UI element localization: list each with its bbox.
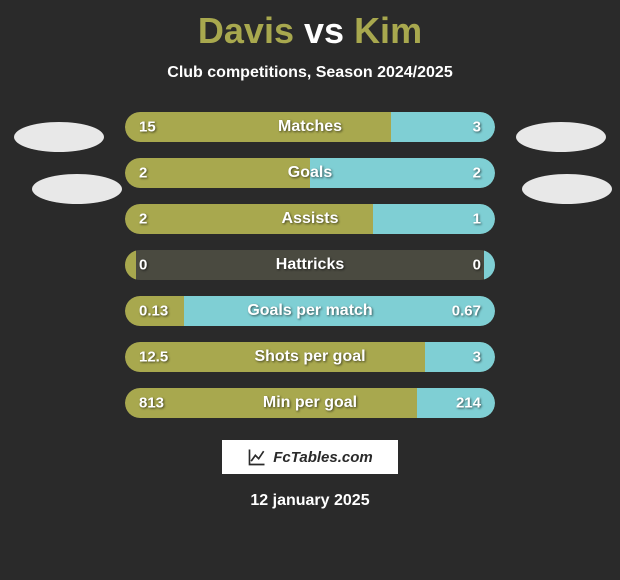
stat-row: 12.5 3 Shots per goal — [125, 342, 495, 372]
player2-name: Kim — [354, 10, 422, 51]
date-text: 12 january 2025 — [0, 492, 620, 510]
placeholder-ellipse-left-1 — [14, 122, 104, 152]
stat-value-left: 2 — [139, 211, 147, 228]
stat-label: Goals — [288, 164, 332, 182]
brand-text: FcTables.com — [273, 449, 372, 466]
chart-icon — [247, 447, 267, 467]
player1-name: Davis — [198, 10, 294, 51]
stat-value-left: 0.13 — [139, 303, 168, 320]
stat-row: 2 2 Goals — [125, 158, 495, 188]
stats-container: 15 3 Matches 2 2 Goals 2 1 Assists 0 0 Hattricks 0.1… — [125, 112, 495, 418]
stat-value-right: 3 — [473, 119, 481, 136]
comparison-title: Davis vs Kim — [0, 0, 620, 52]
placeholder-ellipse-right-1 — [516, 122, 606, 152]
stat-row: 0 0 Hattricks — [125, 250, 495, 280]
stat-value-right: 2 — [473, 165, 481, 182]
stat-row: 0.13 0.67 Goals per match — [125, 296, 495, 326]
stat-row: 813 214 Min per goal — [125, 388, 495, 418]
stat-row: 15 3 Matches — [125, 112, 495, 142]
stat-value-right: 3 — [473, 349, 481, 366]
stat-label: Goals per match — [247, 302, 372, 320]
placeholder-ellipse-left-2 — [32, 174, 122, 204]
stat-value-right: 214 — [456, 395, 481, 412]
stat-label: Shots per goal — [254, 348, 365, 366]
stat-value-left: 2 — [139, 165, 147, 182]
stat-value-left: 12.5 — [139, 349, 168, 366]
vs-text: vs — [304, 10, 344, 51]
stat-bar-left — [125, 158, 310, 188]
stat-label: Assists — [282, 210, 339, 228]
stat-value-right: 0 — [473, 257, 481, 274]
stat-label: Matches — [278, 118, 342, 136]
stat-bar-right — [425, 342, 495, 372]
subtitle: Club competitions, Season 2024/2025 — [0, 64, 620, 82]
stat-value-left: 813 — [139, 395, 164, 412]
placeholder-ellipse-right-2 — [522, 174, 612, 204]
stat-label: Min per goal — [263, 394, 357, 412]
stat-value-left: 15 — [139, 119, 156, 136]
stat-value-right: 0.67 — [452, 303, 481, 320]
stat-row: 2 1 Assists — [125, 204, 495, 234]
stat-bar-left — [125, 250, 136, 280]
stat-value-right: 1 — [473, 211, 481, 228]
stat-label: Hattricks — [276, 256, 344, 274]
stat-bar-left — [125, 112, 391, 142]
stat-bar-right — [310, 158, 495, 188]
brand-badge: FcTables.com — [220, 438, 400, 476]
stat-value-left: 0 — [139, 257, 147, 274]
stat-bar-right — [484, 250, 495, 280]
